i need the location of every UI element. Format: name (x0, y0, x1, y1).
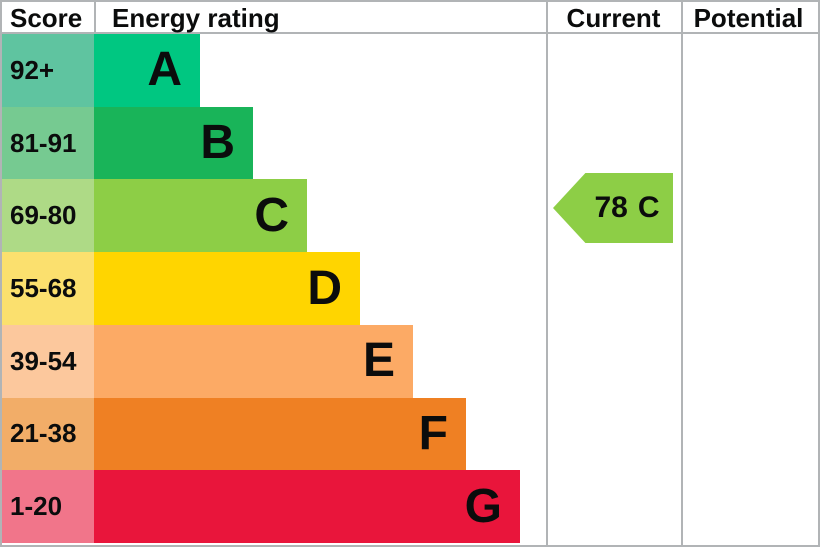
chart-header: Score Energy rating Current Potential (2, 2, 818, 34)
band-letter-g: G (464, 479, 502, 533)
score-range-e: 39-54 (2, 324, 94, 398)
header-score: Score (10, 3, 83, 33)
score-range-b: 81-91 (2, 106, 94, 180)
band-row-c: 69-80 C (2, 179, 818, 253)
current-rating-band: C (637, 191, 660, 224)
band-bar-d: D (94, 252, 360, 325)
band-row-b: 81-91 B (2, 106, 818, 180)
header-column-divider (94, 2, 96, 32)
band-letter-a: A (147, 43, 182, 97)
band-bar-c: C (94, 179, 307, 253)
band-row-d: 55-68 D (2, 252, 818, 325)
band-row-g: 1-20 G (2, 470, 818, 544)
band-row-a: 92+ A (2, 34, 818, 107)
band-bar-f: F (94, 397, 466, 471)
band-letter-c: C (254, 188, 289, 242)
band-bar-e: E (94, 324, 413, 398)
score-range-g: 1-20 (2, 470, 94, 544)
band-bar-g: G (94, 470, 520, 544)
energy-bands: 92+ A 81-91 B 69-80 C 55-68 D 39-54 E 21-38 F 1-20 G (2, 34, 818, 544)
header-energy-rating: Energy rating (112, 3, 280, 33)
band-bar-b: B (94, 106, 253, 180)
band-letter-f: F (418, 406, 448, 460)
potential-column-divider (681, 2, 683, 545)
band-row-f: 21-38 F (2, 397, 818, 471)
band-row-e: 39-54 E (2, 324, 818, 398)
band-letter-e: E (362, 334, 395, 388)
score-range-c: 69-80 (2, 179, 94, 253)
band-letter-b: B (200, 116, 235, 170)
header-current: Current (566, 3, 661, 33)
score-range-d: 55-68 (2, 252, 94, 325)
score-range-f: 21-38 (2, 397, 94, 471)
header-potential: Potential (693, 3, 804, 33)
band-bar-a: A (94, 34, 200, 107)
score-range-a: 92+ (2, 34, 94, 107)
band-letter-d: D (307, 261, 342, 315)
current-column-divider (546, 2, 548, 545)
current-rating-score: 78 (594, 191, 628, 224)
